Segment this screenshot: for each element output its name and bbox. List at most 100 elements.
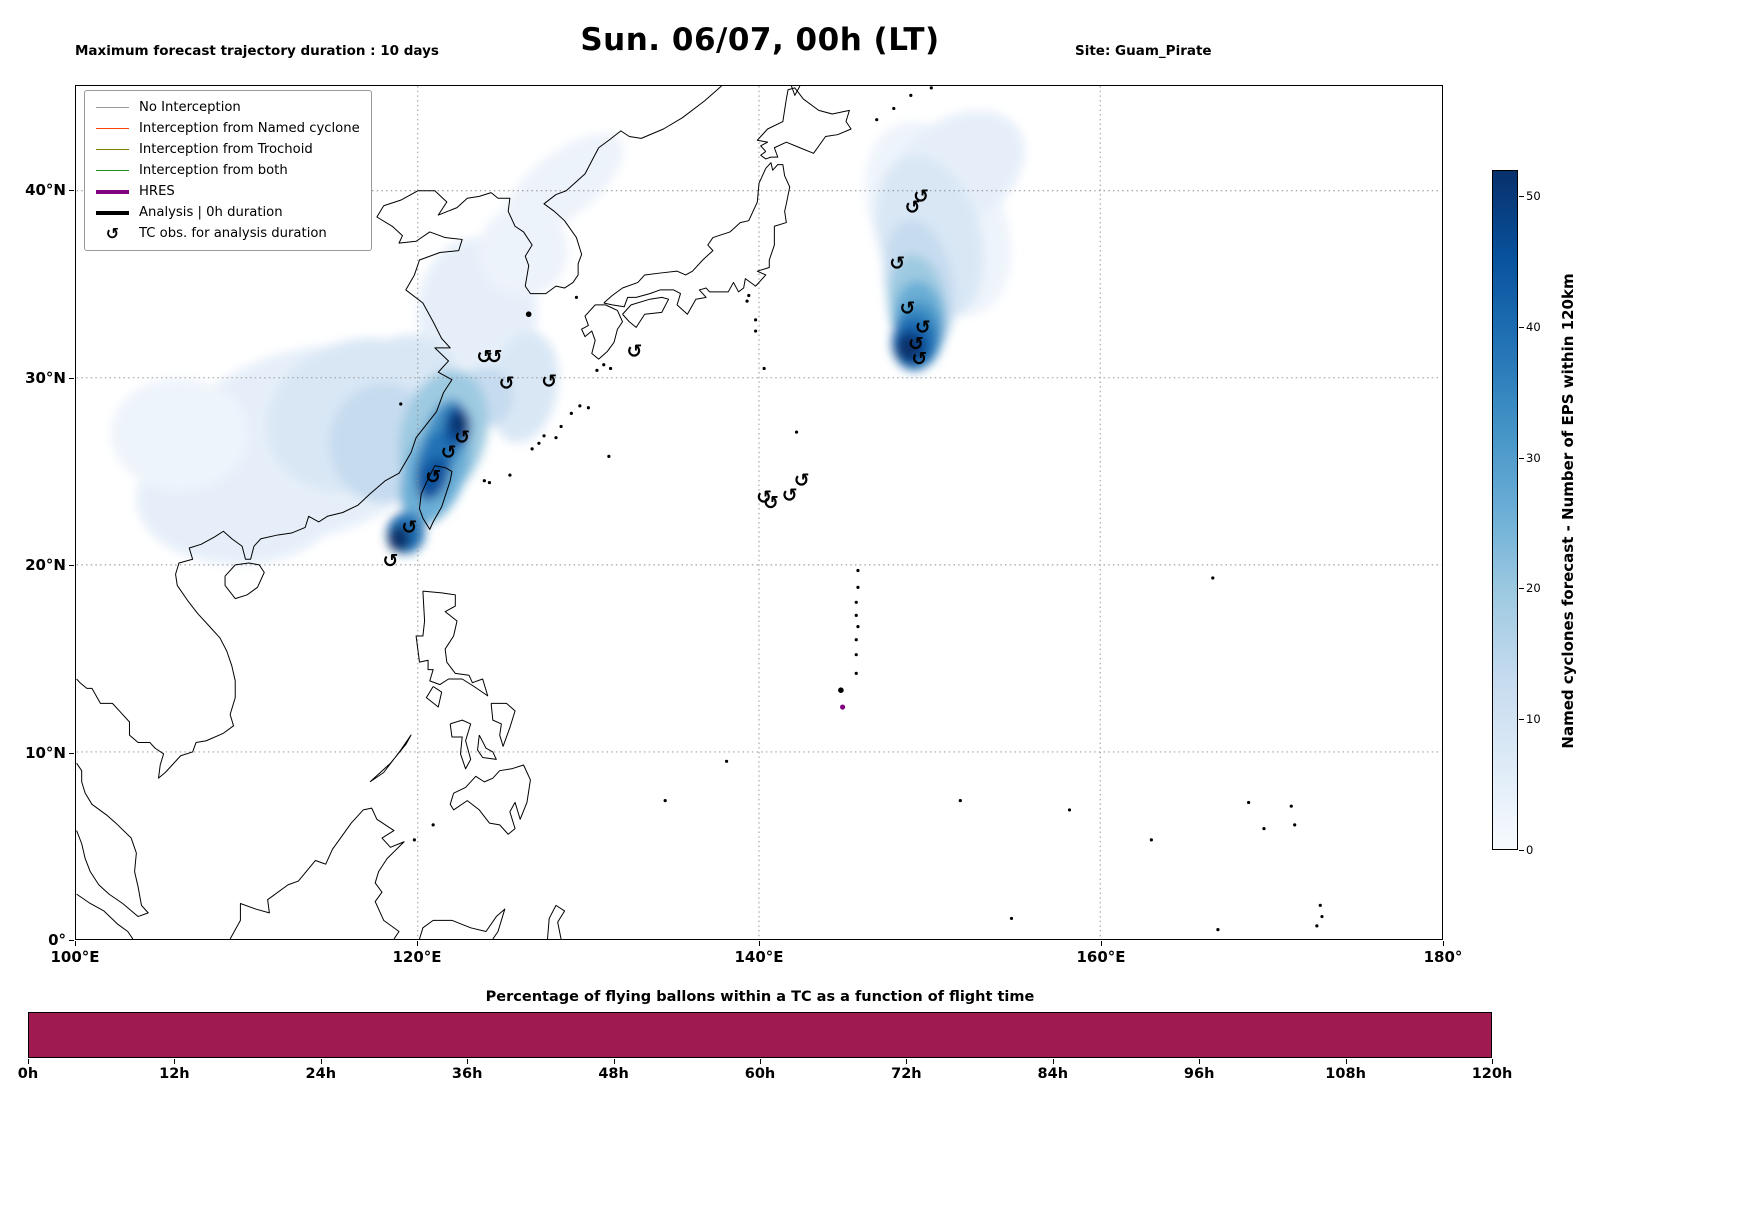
flight-time-tick-mark [1345,1059,1347,1064]
flight-time-tick-label: 0h [17,1066,39,1082]
flight-time-tick-mark [28,1059,29,1064]
island-dot [929,86,933,90]
island-dot [542,434,546,438]
tc-obs-symbol: ↺ [499,372,515,394]
legend-label: Interception from both [139,163,288,178]
coastline [490,86,722,295]
density-blob [501,133,624,237]
island-dot [854,671,858,675]
marker-layer [399,86,1324,932]
x-tick-label: 180° [1423,948,1463,966]
tc-obs-symbol: ↺ [782,485,798,507]
tc-obs-symbol: ↺ [899,298,915,320]
island-dot [753,329,758,333]
island-dot [856,585,860,589]
flight-time-tick-label: 108h [1325,1066,1366,1082]
x-tick-mark [75,941,76,946]
island-dot [1149,838,1153,842]
forecast-density-layer [110,110,1025,565]
island-dot [856,568,860,573]
island-dot [1067,808,1072,812]
tc-obs-symbol: ↺ [908,333,924,355]
density-blob [387,525,411,552]
hres-marker [840,704,846,710]
island-dot [663,798,667,803]
legend-item-4: HRES [96,181,360,202]
coastline [756,87,852,160]
y-tick-label: 30°N [25,368,66,387]
legend-sample-line [96,169,129,172]
max-duration-line: Maximum forecast trajectory duration : 1… [75,43,439,59]
site-line: Site: Guam_Pirate [1075,43,1212,59]
map-canvas: ↺↺↺↺↺↺↺↺↺↺↺↺↺↺↺↺↺↺↺↺↺ [76,86,1442,939]
flight-time-tick-mark [1052,1059,1054,1064]
colorbar-tick [1519,326,1524,328]
coastline [419,908,506,939]
y-tick-label: 40°N [25,181,66,199]
flight-time-tick-mark [760,1059,761,1064]
x-tick-label: 100°E [50,948,100,966]
island-dot [1211,576,1215,580]
density-blob [110,377,248,491]
colorbar-tick-label: 50 [1526,189,1541,204]
x-tick-label: 140°E [734,948,784,966]
island-dot [607,454,611,458]
island-dot [530,447,534,451]
colorbar-tick [1519,719,1524,721]
tc-obs-symbol: ↺ [454,427,470,449]
legend-sample-line [96,189,129,194]
coastline [415,590,489,697]
island-dot [958,798,962,803]
island-dot [431,823,435,827]
flight-time-chart [28,1012,1492,1058]
x-tick-label: 160°E [1076,948,1126,966]
flight-time-tick-label: 72h [891,1066,922,1082]
island-dot [1289,804,1293,808]
grid-layer [76,86,1442,939]
flight-time-chart-title: Percentage of flying ballons within a TC… [485,989,1035,1005]
island-dot [753,318,758,322]
y-tick-mark [69,190,74,191]
flight-time-tick-label: 120h [1471,1066,1513,1082]
density-blob [417,457,449,500]
island-dot [854,600,858,604]
colorbar-tick [1519,457,1524,459]
colorbar-tick [1519,588,1524,590]
flight-time-tick-label: 60h [744,1066,776,1082]
island-dot [559,424,563,429]
island-dot [525,311,532,318]
legend-label: Analysis | 0h duration [139,205,283,220]
density-blob [451,413,467,436]
flight-time-tick-mark [906,1059,908,1064]
colorbar-tick-label: 20 [1526,581,1541,596]
y-tick-label: 10°N [25,743,66,762]
coastline [581,304,624,360]
island-dot [838,687,844,694]
tc-obs-symbol: ↺ [383,550,399,572]
y-tick-mark [69,377,74,379]
legend-sample-tc-obs-icon: ↺ [105,223,120,243]
map-panel: ↺ ↺ ↺ ↺ ↺ ↺ ↺ ↺ ↺ ↺ ↺ ↺ ↺ ↺ ↺ ↺ ↺ ↺ ↺ ↺ ↺ No Interception Int… [75,85,1443,940]
flight-time-tick-label: 48h [598,1066,629,1082]
flight-time-tick-label: 36h [451,1066,483,1082]
island-dot [854,613,858,617]
coastline [224,562,265,600]
colorbar-tick-label: 40 [1526,319,1541,334]
flight-time-tick-mark [1199,1059,1201,1064]
legend-sample-line [96,210,129,215]
island-dot [399,402,403,406]
y-tick-label: 20°N [25,556,66,574]
flight-time-tick-mark [613,1059,615,1064]
island-dot [412,838,416,842]
island-dot [909,93,913,97]
coastline [76,893,134,939]
tc-obs-symbol: ↺ [627,341,643,363]
colorbar-tick [1519,196,1524,198]
y-tick-mark [69,565,74,566]
tc-obs-symbol: ↺ [889,253,905,275]
flight-time-tick-mark [1492,1059,1493,1064]
legend-label: Interception from Trochoid [139,142,313,157]
coastline [229,807,405,939]
legend-item-3: Interception from both [96,160,360,181]
tc-obs-symbol: ↺ [441,442,457,464]
